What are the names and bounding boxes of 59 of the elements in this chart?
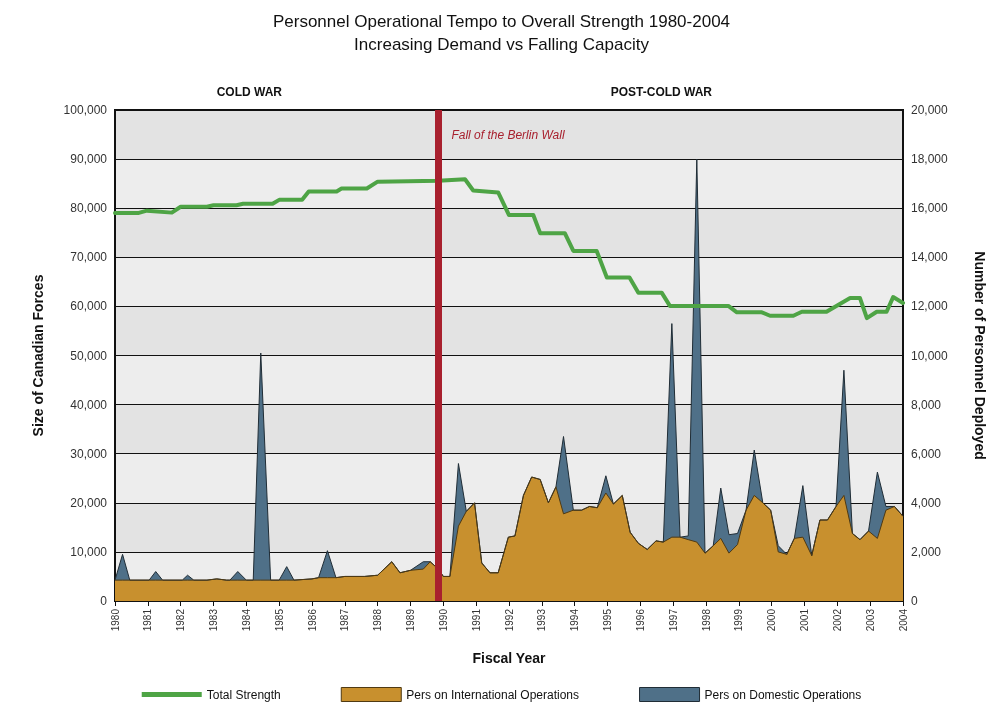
x-tick-label: 1983 [208, 608, 219, 632]
x-tick-label: 1995 [602, 608, 613, 632]
y-tick-label: 70,000 [70, 250, 108, 265]
x-tick-label: 1989 [405, 608, 416, 632]
x-tick-label: 1981 [142, 608, 154, 632]
y-tick-label: 0 [100, 594, 108, 608]
y2-tick-label: 6,000 [911, 446, 942, 461]
x-tick-label: 1985 [273, 608, 285, 632]
y2-axis-title: Number of Personnel Deployed [972, 251, 988, 460]
x-tick-label: 1997 [667, 608, 679, 632]
x-tick-label: 2002 [831, 608, 843, 632]
x-tick-label: 1990 [437, 608, 449, 632]
y2-tick-label: 20,000 [911, 103, 949, 117]
y2-tick-label: 12,000 [911, 299, 949, 314]
x-tick-label: 1991 [470, 608, 482, 632]
y-tick-label: 60,000 [70, 299, 108, 314]
y2-tick-label: 8,000 [911, 397, 942, 412]
y-tick-label: 10,000 [70, 544, 108, 559]
x-tick-label: 1987 [339, 608, 351, 632]
x-tick-label: 2004 [897, 608, 909, 632]
x-tick-label: 1998 [700, 608, 712, 632]
text: COLD WAR [216, 85, 283, 99]
x-tick-label: 1993 [536, 608, 548, 632]
x-tick-label: 1994 [569, 608, 581, 632]
line-series [113, 177, 905, 321]
text: POST-COLD WAR [610, 85, 713, 99]
y-tick-label: 20,000 [70, 495, 108, 510]
legend-label: Pers on International Operations [406, 687, 580, 702]
y2-tick-label: 18,000 [911, 152, 949, 167]
y2-tick-label: 10,000 [911, 348, 949, 363]
x-tick-label: 2000 [766, 608, 778, 632]
y2-tick-label: 14,000 [911, 250, 949, 265]
y-tick-label: 90,000 [70, 152, 108, 167]
y-axis-title: Size of Canadian Forces [30, 274, 46, 437]
legend-label: Total Strength [206, 687, 281, 702]
y2-tick-label: 16,000 [911, 201, 949, 216]
y-tick-label: 30,000 [70, 446, 108, 461]
y-tick-label: 80,000 [70, 201, 108, 216]
chart-subtitle: Increasing Demand vs Falling Capacity [354, 35, 650, 54]
ref-line-label: Fall of the Berlin Wall [451, 128, 565, 142]
y2-tick-label: 4,000 [911, 495, 942, 510]
legend-label: Pers on Domestic Operations [704, 687, 862, 702]
x-tick-label: 1988 [372, 608, 384, 632]
x-tick-label: 2001 [799, 608, 810, 632]
y-tick-label: 50,000 [70, 348, 108, 363]
x-tick-label: 1999 [733, 608, 745, 632]
y-tick-label: 40,000 [70, 397, 108, 412]
x-tick-label: 1982 [175, 608, 187, 632]
x-tick-label: 1980 [109, 608, 121, 632]
x-tick-label: 1984 [240, 608, 252, 632]
x-tick-label: 2003 [864, 608, 876, 632]
x-tick-label: 1986 [306, 608, 318, 632]
y-tick-label: 100,000 [63, 103, 108, 117]
x-tick-label: 1992 [503, 608, 515, 632]
y2-tick-label: 2,000 [911, 544, 942, 559]
chart-title: Personnel Operational Tempo to Overall Strength 1980-2004 [272, 12, 731, 31]
x-axis-title: Fiscal Year [472, 650, 546, 666]
x-tick-label: 1996 [634, 608, 646, 632]
y2-tick-label: 0 [911, 594, 918, 608]
